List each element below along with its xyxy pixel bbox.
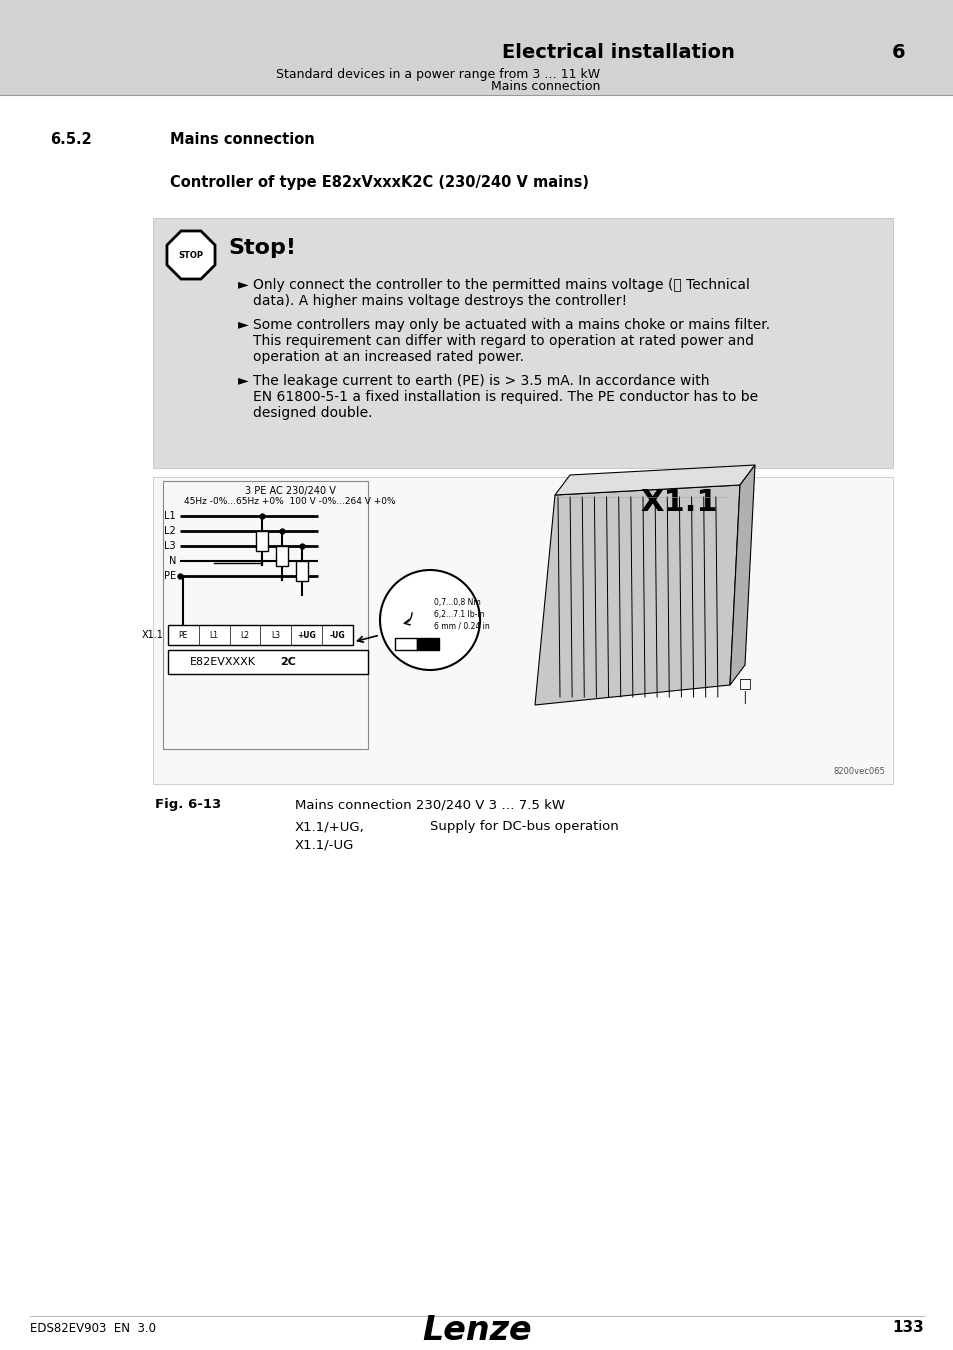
- Polygon shape: [535, 485, 740, 705]
- Text: operation at an increased rated power.: operation at an increased rated power.: [253, 350, 523, 365]
- Text: designed double.: designed double.: [253, 406, 372, 420]
- Text: STOP: STOP: [178, 251, 203, 259]
- Text: 0,7...0,8 Nm: 0,7...0,8 Nm: [434, 598, 480, 606]
- Text: PE: PE: [164, 571, 175, 580]
- Text: 6: 6: [890, 42, 904, 62]
- Polygon shape: [167, 231, 214, 279]
- Text: 45Hz -0%...65Hz +0%  100 V -0%...264 V +0%: 45Hz -0%...65Hz +0% 100 V -0%...264 V +0…: [184, 497, 395, 506]
- Text: 6 mm / 0.24 in: 6 mm / 0.24 in: [434, 621, 489, 630]
- Text: 133: 133: [891, 1320, 923, 1335]
- Text: N: N: [169, 556, 175, 566]
- Polygon shape: [729, 464, 754, 684]
- Text: This requirement can differ with regard to operation at rated power and: This requirement can differ with regard …: [253, 333, 753, 348]
- Text: +UG: +UG: [297, 630, 315, 640]
- Text: Fig. 6-13: Fig. 6-13: [154, 798, 221, 811]
- Text: □: □: [738, 676, 751, 690]
- Text: data). A higher mains voltage destroys the controller!: data). A higher mains voltage destroys t…: [253, 294, 626, 308]
- Polygon shape: [555, 464, 754, 495]
- Text: L2: L2: [240, 630, 250, 640]
- Text: X1.1/-UG: X1.1/-UG: [294, 838, 354, 850]
- Bar: [395, 639, 416, 649]
- Text: ► Some controllers may only be actuated with a mains choke or mains filter.: ► Some controllers may only be actuated …: [237, 319, 769, 332]
- Text: ► The leakage current to earth (PE) is > 3.5 mA. In accordance with: ► The leakage current to earth (PE) is >…: [237, 374, 709, 387]
- Bar: [0, 0, 953, 95]
- Text: E82EVXXXK: E82EVXXXK: [190, 657, 255, 667]
- Text: Mains connection: Mains connection: [490, 80, 599, 93]
- Text: Standard devices in a power range from 3 … 11 kW: Standard devices in a power range from 3…: [275, 68, 599, 81]
- Text: 2C: 2C: [280, 657, 295, 667]
- Text: L1: L1: [210, 630, 218, 640]
- Text: L1: L1: [164, 512, 175, 521]
- Bar: [295, 562, 308, 580]
- Text: EDS82EV903  EN  3.0: EDS82EV903 EN 3.0: [30, 1322, 156, 1335]
- Text: Supply for DC-bus operation: Supply for DC-bus operation: [430, 819, 618, 833]
- Text: Mains connection 230/240 V 3 … 7.5 kW: Mains connection 230/240 V 3 … 7.5 kW: [294, 798, 564, 811]
- Circle shape: [379, 570, 479, 670]
- Text: Electrical installation: Electrical installation: [501, 42, 734, 62]
- Text: L3: L3: [164, 541, 175, 551]
- Text: │: │: [740, 690, 747, 703]
- Text: ► Only connect the controller to the permitted mains voltage (⌷ Technical: ► Only connect the controller to the per…: [237, 278, 749, 292]
- Text: L2: L2: [164, 526, 175, 536]
- Text: 6.5.2: 6.5.2: [50, 132, 91, 147]
- Bar: [152, 217, 892, 468]
- Bar: [152, 477, 892, 784]
- Text: 6,2...7.1 lb-in: 6,2...7.1 lb-in: [434, 609, 484, 618]
- Text: X1.1: X1.1: [142, 630, 164, 640]
- Text: Mains connection: Mains connection: [170, 132, 314, 147]
- Bar: [255, 531, 268, 551]
- Text: EN 61800-5-1 a fixed installation is required. The PE conductor has to be: EN 61800-5-1 a fixed installation is req…: [253, 390, 758, 404]
- Text: Stop!: Stop!: [228, 238, 295, 258]
- Bar: [168, 625, 353, 645]
- Text: Controller of type E82xVxxxK2C (230/240 V mains): Controller of type E82xVxxxK2C (230/240 …: [170, 176, 588, 190]
- Bar: [163, 481, 368, 749]
- Text: X1.1: X1.1: [639, 487, 717, 517]
- Bar: [275, 545, 288, 566]
- Text: -UG: -UG: [330, 630, 345, 640]
- Text: X1.1/+UG,: X1.1/+UG,: [294, 819, 364, 833]
- Text: 3 PE AC 230/240 V: 3 PE AC 230/240 V: [244, 486, 335, 495]
- Text: Lenze: Lenze: [422, 1314, 531, 1346]
- Text: 8200vec065: 8200vec065: [832, 767, 884, 776]
- Bar: [168, 649, 368, 674]
- Text: L3: L3: [271, 630, 280, 640]
- Bar: [416, 639, 438, 649]
- Text: PE: PE: [178, 630, 188, 640]
